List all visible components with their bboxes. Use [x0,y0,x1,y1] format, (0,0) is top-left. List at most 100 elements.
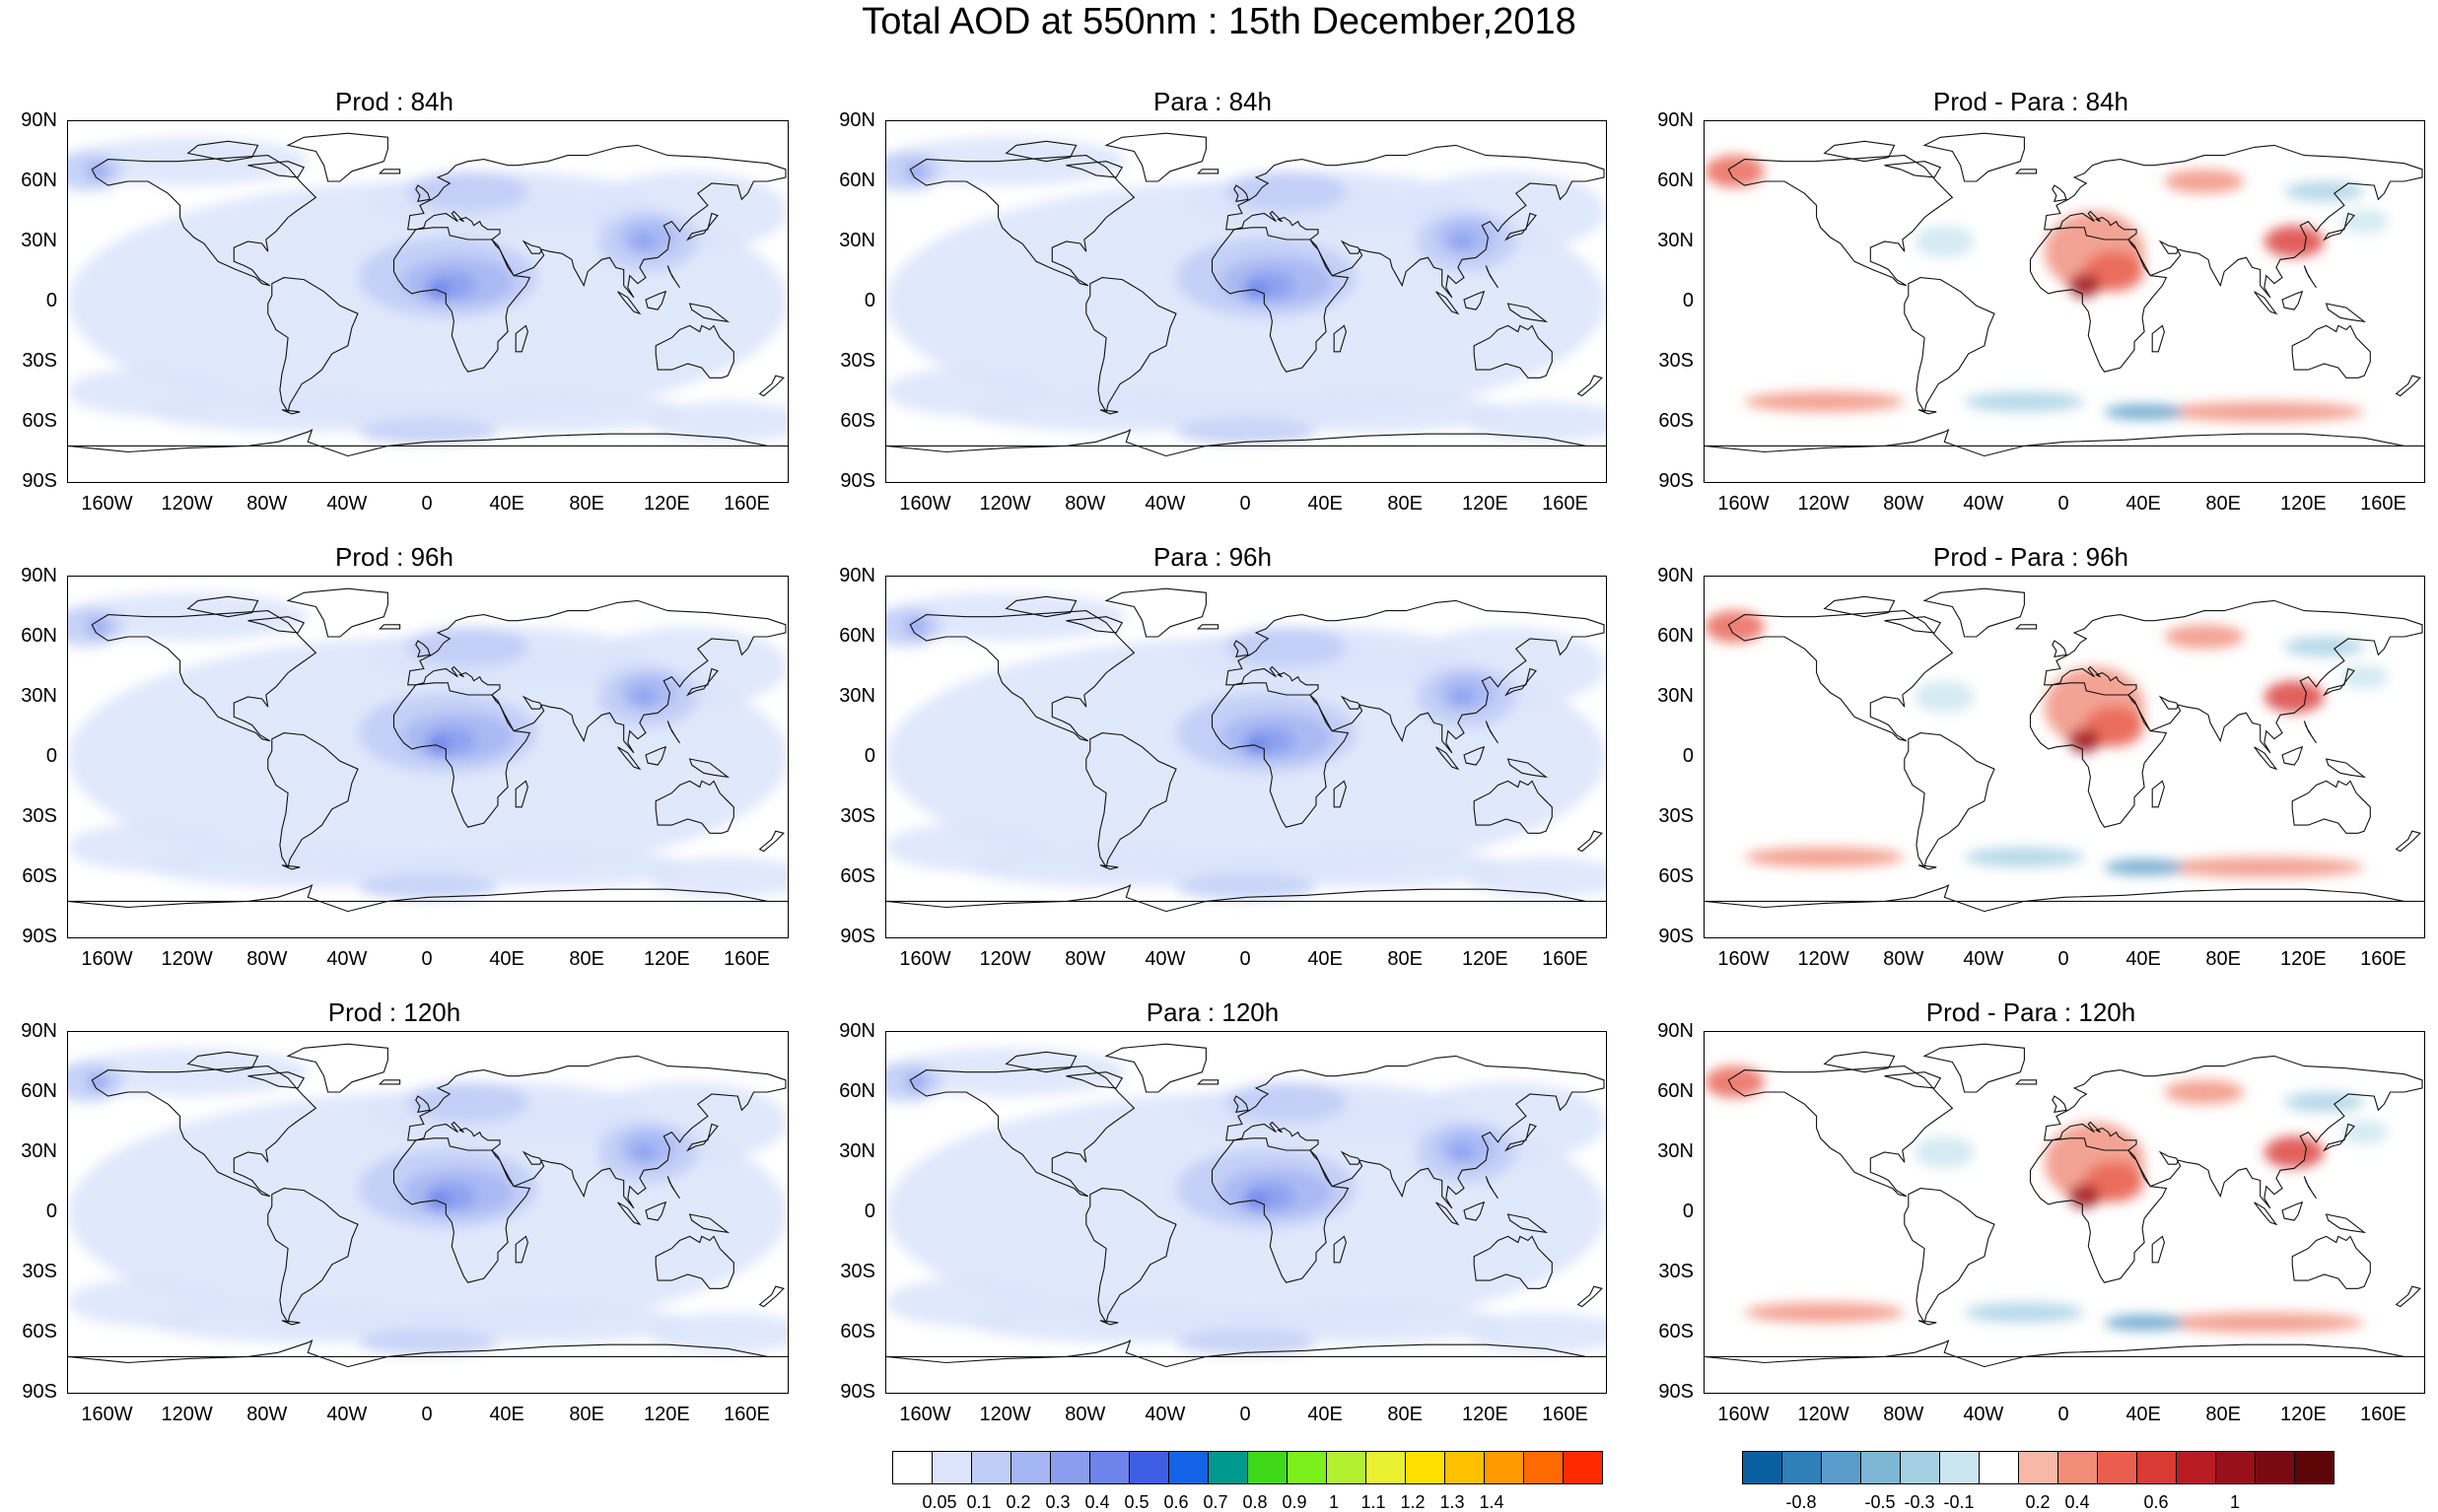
coastline [2044,1055,2423,1209]
field-contour [1243,734,1269,755]
panel-title: Para : 84h [1153,87,1272,116]
coastline [1066,1071,1124,1089]
colorbar-swatch [892,1451,933,1484]
colorbar-swatch [1939,1451,1980,1484]
coastline [2029,682,2168,828]
colorbar-swatch [2136,1451,2177,1484]
shaded-field [1705,610,2389,877]
field-contour [1176,419,1316,445]
map-svg [68,132,788,457]
coastline [1085,732,1177,869]
latitude-label: 90N [21,565,57,586]
longitude-label: 80E [2205,493,2242,515]
longitude-label: 160E [1542,948,1588,970]
shaded-field [68,137,788,445]
field-contour [2068,728,2101,753]
latitude-label: 60S [840,1321,875,1342]
coastline [1435,1202,1460,1226]
colorbar-label: 0.2 [1006,1492,1031,1512]
latitude-label: 90S [840,1381,875,1403]
latitude-label: 60S [22,410,57,432]
field-contour [1225,847,1506,888]
latitude-label: 60N [21,170,57,191]
coastline [1333,324,1347,353]
coastline [688,1213,731,1234]
longitude-label: 40E [2125,493,2161,515]
colorbar-swatch [1563,1451,1603,1484]
coastline [2395,830,2421,853]
field-contour [1466,1312,1606,1353]
coastline [247,616,306,634]
coastline [909,155,1136,287]
field-contour [88,163,108,179]
field-contour [886,137,1127,186]
field-contour [886,823,1047,871]
colorbar-swatch [1287,1451,1327,1484]
coastline [1333,780,1347,808]
coastline [1576,375,1603,397]
coastline [758,830,785,853]
colorbar-swatch [1523,1451,1564,1484]
colorbar-label: 1.3 [1439,1492,1465,1512]
field-contour [886,368,1047,416]
coastline [1917,864,1937,870]
field-contour [2339,1120,2389,1144]
colorbar-swatch [1168,1451,1209,1484]
longitude-label: 0 [2057,493,2069,515]
coastline [1104,587,1207,638]
map-svg [1705,587,2424,913]
coastline [645,1201,667,1221]
coastline [1211,1137,1350,1283]
coastline [1211,682,1350,828]
latitude-label: 90N [1657,109,1694,131]
coastline [2325,303,2367,323]
map-panel: Para : 96h 90N 60N 30N 0 30S 60S 90S 160W 120W 80W… [818,542,1607,1015]
coastline [267,277,359,414]
coastline [1485,721,1498,744]
field-contour [886,592,1127,642]
coastline [1884,161,1942,178]
longitude-label: 120W [161,1404,213,1425]
field-contour [906,618,927,635]
field-contour [966,391,1287,433]
coastline [281,1320,301,1326]
longitude-label: 80W [246,948,288,970]
colorbar-label: -0.3 [1904,1492,1935,1512]
colorbar-label: 1 [2229,1492,2241,1512]
longitude-label: 160W [1717,493,1770,515]
coastline [1099,864,1119,870]
field-contour [2264,1135,2325,1169]
field-contour [68,368,229,416]
field-contour [1466,857,1606,898]
field-contour [1705,155,1765,188]
panel-title: Prod - Para : 96h [1933,542,2128,572]
longitude-label: 40E [2125,948,2161,970]
latitude-label: 30N [21,685,57,707]
coastline [392,227,531,373]
field-contour [2104,403,2185,420]
field-contour [425,1190,451,1210]
shaded-field [1705,1065,2389,1333]
field-contour [407,626,528,667]
field-contour [1243,1190,1269,1210]
longitude-label: 120W [1797,1404,1849,1425]
latitude-label: 60S [22,1321,57,1342]
coastline [1823,140,1896,163]
coastline [1196,624,1219,630]
figure-title: Total AOD at 550nm : 15th December,2018 [862,1,1576,42]
coastline [2254,291,2278,315]
coastline [666,265,680,289]
longitude-label: 40E [1307,493,1343,515]
longitude-label: 160E [724,493,770,515]
coastline [1196,1079,1219,1085]
field-contour [2284,637,2365,657]
latitude-label: 90S [22,1381,57,1403]
field-contour [1243,279,1269,300]
field-contour [1449,233,1475,250]
longitude-label: 80W [1065,948,1106,970]
field-contour [1225,391,1506,433]
colorbar-swatch [2255,1451,2295,1484]
latitude-label: 60N [1657,625,1694,647]
coastline [2291,780,2371,834]
coastlines [1705,132,2424,457]
